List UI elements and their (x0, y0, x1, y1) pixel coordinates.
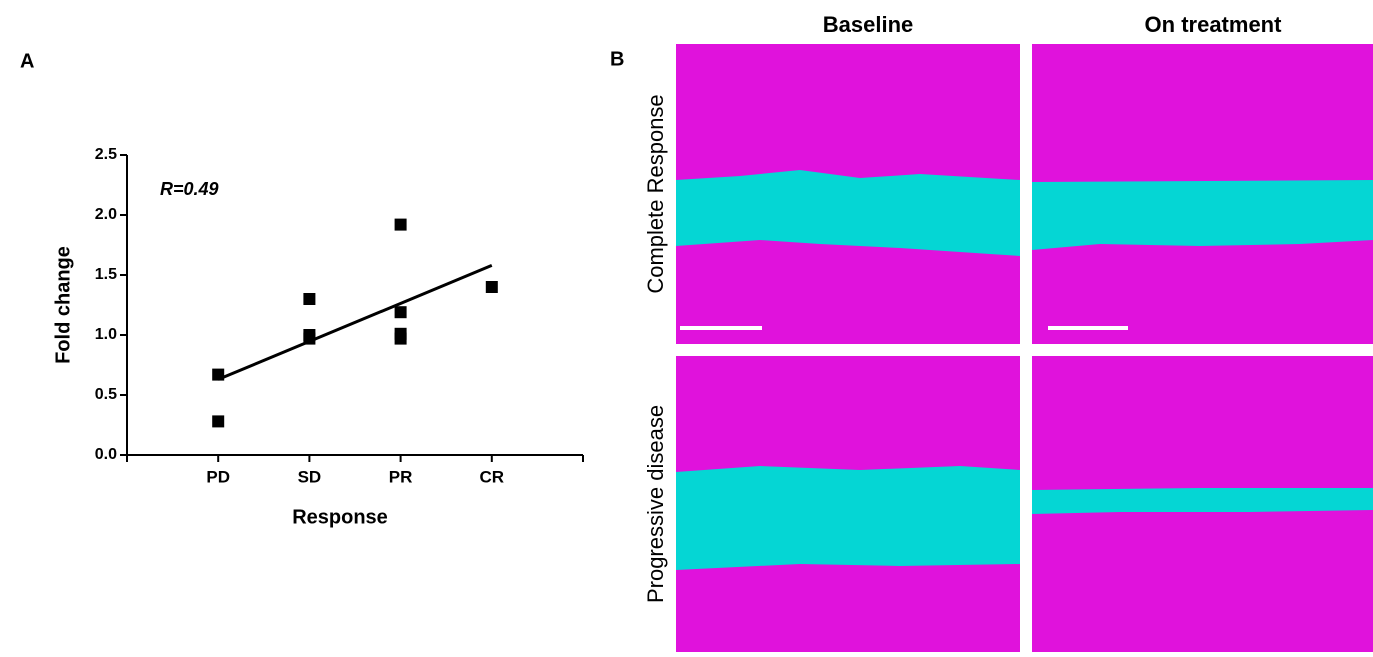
fit-line (217, 264, 493, 381)
row-title: Complete Response (643, 94, 668, 293)
point (485, 281, 498, 293)
x-axis-label: Response (292, 506, 388, 528)
image-band (1032, 180, 1373, 250)
point (303, 332, 316, 345)
y-tick-label: 2.5 (95, 146, 117, 163)
y-tick-label: 0.5 (95, 386, 117, 403)
x-tick-label: PR (389, 467, 413, 486)
y-tick-label: 2.0 (95, 206, 117, 223)
point (212, 368, 225, 381)
row-title: Progressive disease (643, 405, 668, 603)
y-axis-label: Fold change (52, 246, 74, 364)
point (212, 415, 225, 428)
point (394, 332, 407, 345)
image-band (676, 466, 1020, 570)
y-tick-label: 1.5 (95, 266, 117, 283)
y-tick-label: 0.0 (95, 446, 117, 463)
point (303, 293, 316, 305)
column-title: Baseline (823, 12, 914, 37)
point (394, 306, 407, 319)
micrographs (676, 44, 1373, 652)
x-tick-label: PD (206, 467, 230, 486)
panel-label: B (610, 48, 624, 70)
annotation: R=0.49 (160, 179, 219, 199)
image-band (676, 170, 1020, 256)
x-tick-label: CR (480, 467, 505, 486)
image-band (1032, 488, 1373, 514)
plot: 0.0 0.5 1.0 1.5 2.0 2.5 PD SD PR CR (95, 146, 584, 486)
y-tick-label: 1.0 (95, 326, 117, 343)
column-title: On treatment (1145, 12, 1283, 37)
point (394, 218, 407, 231)
x-tick-label: SD (298, 467, 322, 486)
panel-label: A (20, 50, 34, 72)
